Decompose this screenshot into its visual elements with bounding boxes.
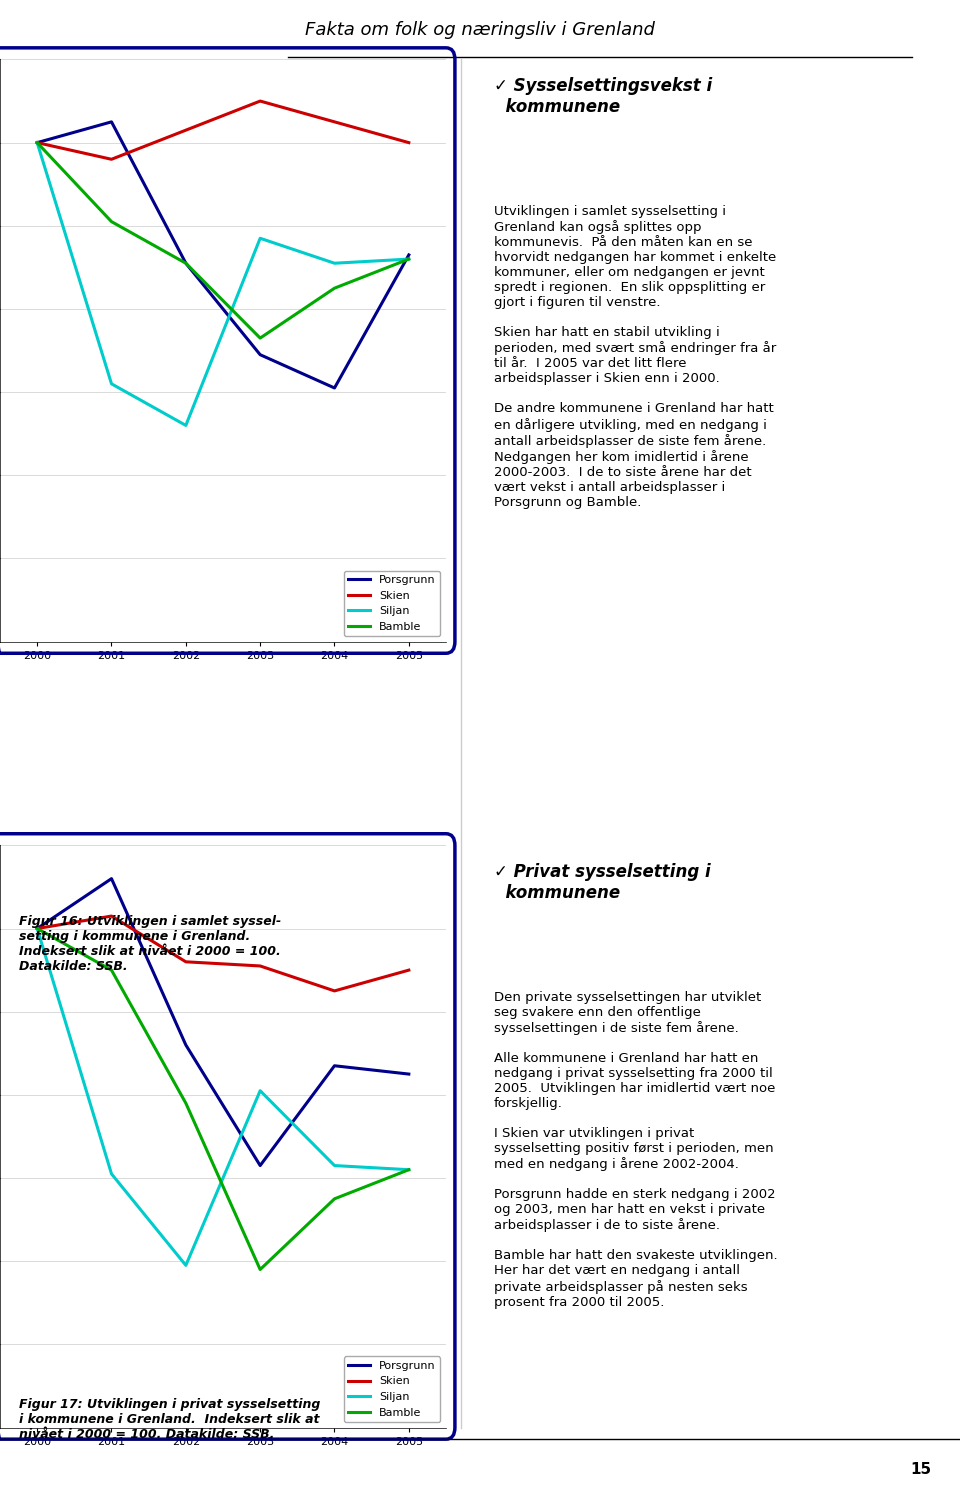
Text: Fakta om folk og næringsliv i Grenland: Fakta om folk og næringsliv i Grenland xyxy=(305,21,655,39)
Text: Utviklingen i samlet sysselsetting i
Grenland kan også splittes opp
kommunevis. : Utviklingen i samlet sysselsetting i Gre… xyxy=(494,205,777,509)
Text: Den private sysselsettingen har utviklet
seg svakere enn den offentlige
sysselse: Den private sysselsettingen har utviklet… xyxy=(494,990,778,1309)
Text: ✓ Sysselsettingsvekst i
  kommunene: ✓ Sysselsettingsvekst i kommunene xyxy=(494,77,712,116)
Legend: Porsgrunn, Skien, Siljan, Bamble: Porsgrunn, Skien, Siljan, Bamble xyxy=(344,1356,441,1422)
Text: Figur 17: Utviklingen i privat sysselsetting
i kommunene i Grenland.  Indeksert : Figur 17: Utviklingen i privat sysselset… xyxy=(19,1398,321,1441)
Text: 15: 15 xyxy=(910,1462,931,1477)
Text: Figur 16: Utviklingen i samlet syssel-
setting i kommunene i Grenland.
Indeksert: Figur 16: Utviklingen i samlet syssel- s… xyxy=(19,915,281,972)
Text: ✓ Privat sysselsetting i
  kommunene: ✓ Privat sysselsetting i kommunene xyxy=(494,862,710,901)
Legend: Porsgrunn, Skien, Siljan, Bamble: Porsgrunn, Skien, Siljan, Bamble xyxy=(344,571,441,636)
